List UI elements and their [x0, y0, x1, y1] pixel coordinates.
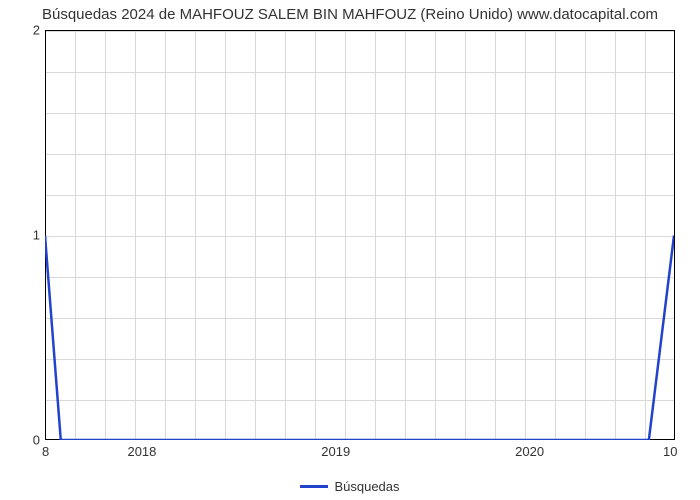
count-label-right: 10: [663, 444, 677, 459]
y-tick-label: 1: [10, 228, 40, 243]
y-axis: [45, 31, 46, 440]
x-tick-label: 2019: [321, 444, 350, 459]
gridline-horizontal: [45, 195, 674, 196]
plot-area: [45, 30, 675, 440]
series-polyline: [45, 236, 674, 441]
gridline-horizontal: [45, 359, 674, 360]
x-axis: [45, 439, 674, 440]
gridline-horizontal: [45, 318, 674, 319]
gridline-horizontal: [45, 154, 674, 155]
gridline-horizontal: [45, 72, 674, 73]
legend: Búsquedas: [0, 475, 700, 494]
legend-label: Búsquedas: [334, 479, 399, 494]
gridline-horizontal: [45, 236, 674, 237]
y-tick-label: 0: [10, 433, 40, 448]
gridline-horizontal: [45, 31, 674, 32]
gridline-horizontal: [45, 113, 674, 114]
chart-title: Búsquedas 2024 de MAHFOUZ SALEM BIN MAHF…: [0, 6, 700, 23]
legend-swatch: [300, 485, 328, 488]
x-tick-label: 2020: [515, 444, 544, 459]
y-tick-label: 2: [10, 23, 40, 38]
x-tick-label: 2018: [127, 444, 156, 459]
count-label-left: 8: [42, 444, 49, 459]
gridline-horizontal: [45, 400, 674, 401]
gridline-horizontal: [45, 277, 674, 278]
